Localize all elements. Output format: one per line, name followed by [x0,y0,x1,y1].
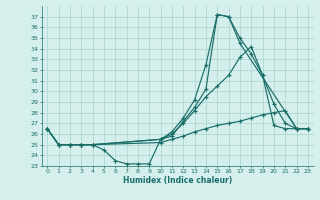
X-axis label: Humidex (Indice chaleur): Humidex (Indice chaleur) [123,176,232,185]
